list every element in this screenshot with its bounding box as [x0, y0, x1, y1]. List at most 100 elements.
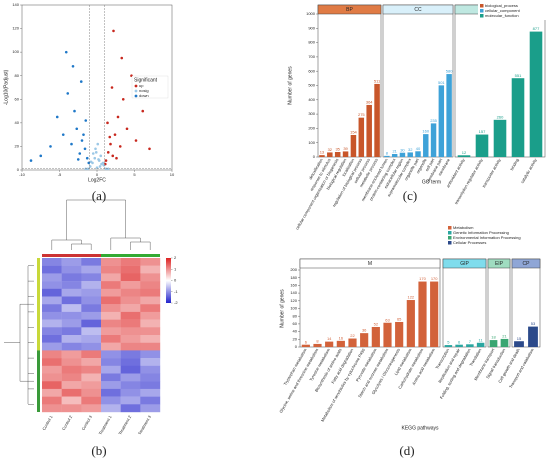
value-label: 6 — [305, 339, 308, 344]
heat-cell — [42, 281, 62, 289]
point — [148, 147, 151, 151]
facet-title: CC — [414, 7, 422, 13]
point — [73, 109, 76, 113]
x-axis-label: KEGG pathways — [402, 425, 439, 431]
point — [108, 135, 112, 139]
point — [111, 154, 115, 158]
value-label: 501 — [438, 80, 445, 85]
value-label: 580 — [446, 69, 453, 74]
panel-label: (d) — [399, 443, 414, 458]
y-tick-label: 500 — [308, 83, 315, 88]
value-label: 154 — [350, 130, 357, 135]
heat-cell — [140, 365, 161, 374]
y-tick-label: 700 — [308, 54, 315, 59]
heat-cell — [81, 365, 102, 374]
x-tick-label: -10 — [19, 172, 26, 177]
facet-header — [299, 258, 441, 269]
legend-box — [478, 2, 549, 20]
heat-cell — [81, 373, 102, 382]
value-label: 14 — [327, 336, 332, 341]
facet-frame — [442, 258, 487, 348]
heat-cell — [140, 358, 161, 366]
point — [98, 165, 102, 168]
value-label: 160 — [422, 129, 429, 134]
heat-cell — [61, 350, 82, 359]
column-label: Treatment 2 — [117, 414, 132, 436]
heat-cell — [61, 327, 82, 336]
x-tick-label: transporter activity — [481, 158, 502, 189]
heat-cell — [61, 319, 82, 328]
heat-cell — [101, 258, 121, 266]
group-bar — [101, 254, 160, 257]
heat-cell — [81, 388, 102, 397]
heat-cell — [42, 365, 62, 374]
legend-marker — [134, 89, 138, 93]
y-axis-label: Number of genes — [287, 66, 293, 105]
bar — [455, 344, 463, 347]
heat-cell — [140, 296, 161, 305]
heat-cell — [120, 358, 141, 366]
bar — [500, 338, 509, 347]
facet-header — [511, 258, 541, 269]
heat-cell — [120, 381, 141, 390]
facet-header — [442, 258, 487, 269]
value-label: 275 — [358, 112, 365, 117]
value-label: 65 — [397, 317, 402, 322]
point — [61, 133, 65, 136]
point — [97, 158, 100, 161]
heat-cell — [101, 265, 121, 274]
bar — [327, 152, 333, 157]
heat-cell — [42, 273, 62, 282]
heat-cell — [140, 258, 161, 266]
point — [84, 167, 88, 171]
value-label: 18 — [491, 335, 496, 340]
y-tick-label: 40 — [15, 120, 20, 125]
point — [75, 127, 79, 131]
bar — [415, 151, 421, 157]
row-bar — [37, 258, 40, 351]
heat-cell — [101, 311, 121, 320]
legend-swatch — [480, 9, 484, 13]
legend-swatch — [448, 236, 452, 240]
bar — [514, 341, 524, 347]
point — [80, 139, 84, 142]
value-label: 52 — [374, 322, 379, 327]
heat-cell — [101, 281, 121, 289]
value-label: 5 — [447, 340, 450, 345]
column-label: Control 3 — [81, 414, 94, 431]
heat-cell — [61, 311, 82, 320]
point — [29, 159, 33, 162]
point — [76, 158, 80, 161]
y-tick-label: 200 — [308, 125, 315, 130]
value-label: 22 — [350, 333, 355, 338]
heat-cell — [120, 404, 141, 413]
bar — [489, 340, 498, 347]
legend-swatch — [480, 14, 484, 18]
heat-cell — [140, 311, 161, 320]
y-tick-label: 40 — [293, 329, 298, 334]
heat-cell — [120, 388, 141, 397]
heat-cell — [42, 373, 62, 382]
heat-cell — [81, 288, 102, 297]
bar — [399, 152, 406, 157]
heat-cell — [42, 342, 62, 351]
facet-header — [487, 258, 511, 269]
value-label: 13 — [320, 150, 325, 155]
legend-swatch — [448, 231, 452, 235]
heat-cell — [81, 258, 102, 266]
bar — [476, 342, 485, 347]
value-label: 12 — [462, 150, 467, 155]
value-label: 8 — [386, 150, 389, 155]
heat-cell — [81, 404, 102, 413]
heat-cell — [101, 335, 121, 343]
legend-label: up — [139, 83, 144, 88]
colorbar-label: -1 — [174, 289, 178, 294]
legend-label: cellular_component — [485, 8, 521, 13]
heat-cell — [120, 288, 141, 297]
y-tick-label: 180 — [290, 275, 297, 280]
y-tick-label: 100 — [308, 140, 315, 145]
point — [106, 121, 109, 125]
legend-label: Cellular Processes — [453, 240, 486, 245]
point — [71, 64, 75, 68]
heat-cell — [120, 273, 141, 282]
